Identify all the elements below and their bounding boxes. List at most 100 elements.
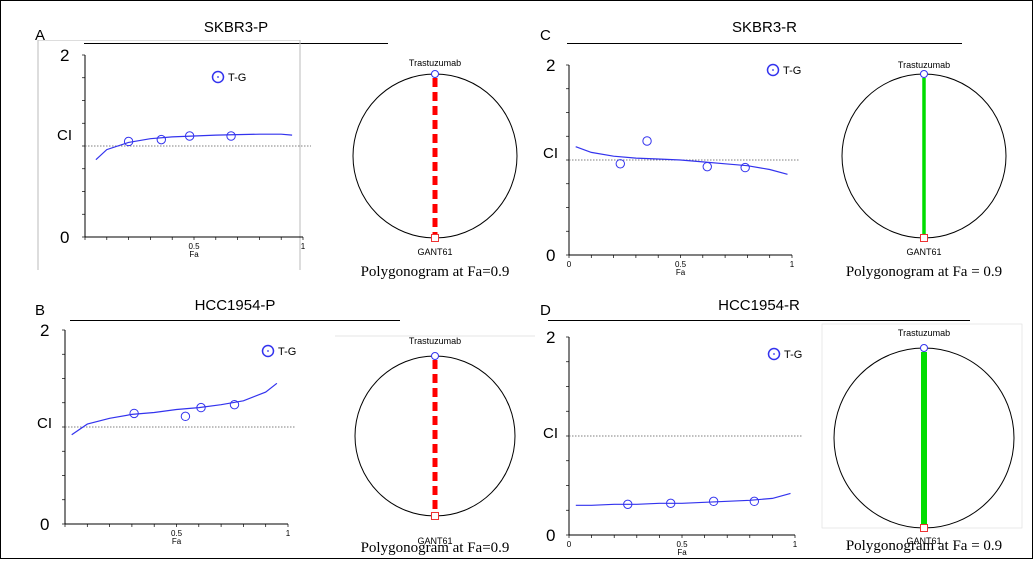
title-rule (567, 43, 962, 44)
ci-axis-label: CI (543, 145, 558, 162)
ci-chart: 2 0 CI 0.5 1 Fa T-G (37, 321, 296, 546)
x-tick-label: 1 (790, 260, 795, 269)
data-point (180, 411, 191, 422)
y-tick-label-max: 2 (546, 328, 555, 347)
data-point (666, 498, 676, 509)
x-axis-label: Fa (677, 548, 687, 557)
fit-curve (575, 146, 788, 175)
data-point (623, 499, 633, 510)
gant61-label: GANT61 (417, 247, 452, 257)
trastuzumab-label: Trastuzumab (898, 328, 950, 338)
x-tick-label: 0 (567, 540, 572, 549)
data-point (156, 134, 167, 145)
data-point (196, 402, 206, 413)
x-tick-label: 1 (301, 242, 306, 251)
data-point (226, 131, 236, 141)
trastuzumab-label: Trastuzumab (898, 60, 950, 70)
y-tick-label-min: 0 (60, 228, 69, 247)
trastuzumab-vertex (920, 344, 928, 352)
legend-label: T-G (228, 72, 246, 84)
panel-letter: B (35, 302, 46, 319)
legend-marker-dot (773, 353, 775, 355)
panel-title: SKBR3-P (203, 19, 269, 36)
ci-chart: 2 0 CI 0.5 1 Fa T-G (37, 40, 311, 270)
x-tick-label: 0.5 (171, 529, 183, 538)
data-point (129, 408, 139, 419)
x-axis-label: Fa (172, 537, 182, 546)
x-tick-label: 0.5 (188, 242, 200, 251)
x-tick-label: 0.5 (676, 540, 688, 549)
y-tick-label-min: 0 (546, 246, 555, 265)
y-tick-label-max: 2 (60, 46, 69, 65)
polygonogram-caption: Polygonogram at Fa=0.9 (361, 264, 510, 280)
trastuzumab-vertex (920, 70, 928, 78)
panel-letter: A (35, 27, 46, 44)
x-axis-label: Fa (676, 268, 686, 277)
legend-marker-dot (772, 69, 774, 71)
data-point (749, 496, 760, 507)
panel-title: HCC1954-R (718, 297, 800, 314)
legend-label: T-G (278, 346, 296, 358)
y-tick-label-max: 2 (546, 56, 555, 75)
gant61-vertex (920, 524, 928, 532)
y-tick-label-max: 2 (40, 321, 49, 340)
panel-letter: C (540, 27, 551, 44)
panel-title: HCC1954-P (194, 297, 276, 314)
trastuzumab-vertex (431, 352, 439, 360)
trastuzumab-label: Trastuzumab (409, 336, 461, 346)
title-rule (548, 320, 970, 321)
ci-chart: 2 0 CI 0 0.5 1 Fa T-G (543, 56, 801, 277)
trastuzumab-vertex (431, 70, 439, 78)
gant61-vertex (431, 234, 439, 242)
gant61-vertex (920, 234, 928, 242)
ci-chart: 2 0 CI 0 0.5 1 Fa T-G (543, 328, 803, 557)
fit-curve (575, 492, 791, 506)
panel-title: SKBR3-R (731, 19, 798, 36)
y-tick-label-min: 0 (546, 526, 555, 545)
legend-marker-dot (267, 350, 269, 352)
data-point (123, 136, 134, 147)
trastuzumab-label: Trastuzumab (409, 58, 461, 68)
x-tick-label: 1 (286, 529, 291, 538)
ci-axis-label: CI (37, 415, 52, 432)
chart-frame (37, 40, 301, 270)
x-axis-label: Fa (189, 250, 199, 259)
data-point (184, 131, 195, 141)
ci-axis-label: CI (57, 127, 72, 144)
gant61-vertex (431, 512, 439, 520)
fit-curve (95, 133, 293, 161)
data-point (642, 136, 652, 146)
gant61-label: GANT61 (417, 536, 452, 546)
x-tick-label: 1 (793, 540, 798, 549)
polygonogram: Trastuzumab GANT61 Polygonogram at Fa = 0.… (841, 60, 1007, 280)
polygonogram-caption: Polygonogram at Fa=0.9 (361, 540, 510, 556)
legend-marker (211, 70, 225, 84)
y-tick-label-min: 0 (40, 515, 49, 534)
polygonogram-caption: Polygonogram at Fa = 0.9 (846, 264, 1002, 280)
title-rule (70, 320, 400, 321)
polygonogram: Trastuzumab GANT61 Polygonogram at Fa=0.9 (352, 58, 518, 280)
panel-letter: D (540, 302, 551, 319)
legend-marker (767, 347, 781, 361)
legend-marker-dot (217, 76, 219, 78)
legend-marker (261, 344, 275, 358)
data-point (740, 162, 750, 173)
data-point (229, 399, 240, 410)
data-point (702, 161, 712, 172)
fit-curve (71, 382, 278, 436)
polygonogram-caption: Polygonogram at Fa = 0.9 (846, 538, 1002, 554)
gant61-label: GANT61 (906, 247, 941, 257)
legend-marker (766, 63, 780, 77)
ci-axis-label: CI (543, 425, 558, 442)
data-point (615, 159, 625, 169)
title-rule (84, 43, 388, 44)
x-tick-label: 0.5 (675, 260, 687, 269)
x-tick-label: 0 (567, 260, 572, 269)
data-point (708, 496, 719, 507)
legend-label: T-G (784, 349, 802, 361)
legend-label: T-G (783, 65, 801, 77)
gant61-label: GANT61 (906, 536, 941, 546)
